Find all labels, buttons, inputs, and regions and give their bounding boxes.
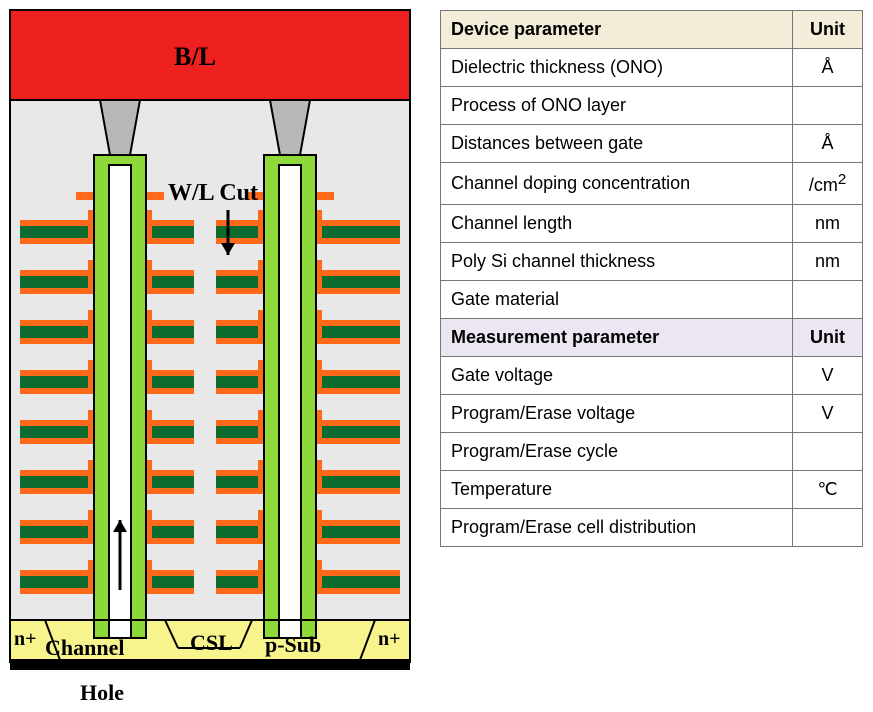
cell-unit: Å: [793, 49, 863, 87]
cell-param: Poly Si channel thickness: [441, 243, 793, 281]
cell-param: Temperature: [441, 471, 793, 509]
cell-unit: [793, 87, 863, 125]
cell-unit: nm: [793, 243, 863, 281]
cell-param: Gate voltage: [441, 357, 793, 395]
table-row: Temperature ℃: [441, 471, 863, 509]
svg-text:B/L: B/L: [174, 42, 216, 71]
cell-param: Process of ONO layer: [441, 87, 793, 125]
table-row: Dielectric thickness (ONO) Å: [441, 49, 863, 87]
table-row: Program/Erase cycle: [441, 433, 863, 471]
table-row: Channel doping concentration /cm2: [441, 163, 863, 205]
cell-param: Gate material: [441, 281, 793, 319]
table-row: Gate material: [441, 281, 863, 319]
cell-param: Program/Erase voltage: [441, 395, 793, 433]
cell-unit: /cm2: [793, 163, 863, 205]
cell-param: Channel doping concentration: [441, 163, 793, 205]
cell-unit: [793, 433, 863, 471]
table-row: Gate voltage V: [441, 357, 863, 395]
parameter-table-container: Device parameter Unit Dielectric thickne…: [430, 0, 873, 712]
table-row: Program/Erase cell distribution: [441, 509, 863, 547]
table-row: Distances between gate Å: [441, 125, 863, 163]
svg-text:n+: n+: [378, 628, 401, 650]
header-unit: Unit: [793, 11, 863, 49]
svg-text:p-Sub: p-Sub: [265, 632, 321, 657]
cell-unit: V: [793, 395, 863, 433]
cell-param: Program/Erase cycle: [441, 433, 793, 471]
cell-unit: ℃: [793, 471, 863, 509]
cell-param: Dielectric thickness (ONO): [441, 49, 793, 87]
table-row: Poly Si channel thickness nm: [441, 243, 863, 281]
cell-param: Distances between gate: [441, 125, 793, 163]
table-row: Program/Erase voltage V: [441, 395, 863, 433]
cell-param: Program/Erase cell distribution: [441, 509, 793, 547]
parameter-table: Device parameter Unit Dielectric thickne…: [440, 10, 863, 547]
svg-text:CSL: CSL: [190, 630, 233, 655]
table-row: Process of ONO layer: [441, 87, 863, 125]
header-unit: Unit: [793, 319, 863, 357]
cell-unit: [793, 509, 863, 547]
cell-unit: V: [793, 357, 863, 395]
table-row: Channel length nm: [441, 205, 863, 243]
table-header-row: Measurement parameter Unit: [441, 319, 863, 357]
cell-unit: [793, 281, 863, 319]
header-param: Device parameter: [441, 11, 793, 49]
cell-unit: nm: [793, 205, 863, 243]
svg-text:Hole: Hole: [80, 680, 124, 705]
svg-text:n+: n+: [14, 628, 37, 650]
device-cross-section-diagram: B/L W/L Cut n+ n+ Channel CSL p-Sub Hole: [0, 0, 430, 712]
svg-text:Channel: Channel: [45, 635, 124, 660]
cell-unit: Å: [793, 125, 863, 163]
table-header-row: Device parameter Unit: [441, 11, 863, 49]
cell-param: Channel length: [441, 205, 793, 243]
header-param: Measurement parameter: [441, 319, 793, 357]
svg-text:W/L Cut: W/L Cut: [168, 180, 258, 206]
